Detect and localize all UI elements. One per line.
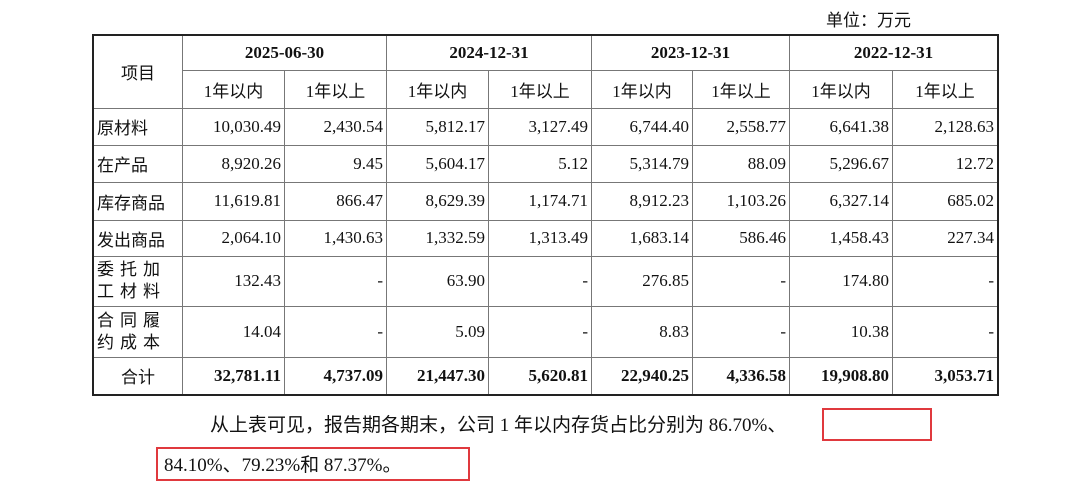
header-sub: 1年以上 (692, 69, 790, 109)
header-period: 2024-12-31 (386, 34, 592, 71)
cell-value: 5.12 (488, 144, 592, 183)
cell-value: 8,629.39 (386, 181, 489, 221)
table-row: 发出商品 2,064.10 1,430.63 1,332.59 1,313.49 1,68… (92, 219, 999, 257)
header-sub: 1年以上 (892, 69, 999, 109)
cell-value: - (488, 305, 592, 358)
row-label: 库存商品 (92, 181, 183, 221)
cell-value: 10.38 (789, 305, 893, 358)
header-sub: 1年以内 (386, 69, 489, 109)
cell-value: 1,683.14 (591, 219, 693, 257)
cell-value: 1,458.43 (789, 219, 893, 257)
cell-value: 1,430.63 (284, 219, 387, 257)
row-label: 委托加工材料 (92, 255, 183, 307)
cell-value: 6,327.14 (789, 181, 893, 221)
header-period: 2022-12-31 (789, 34, 999, 71)
row-label: 发出商品 (92, 219, 183, 257)
cell-value: 8,912.23 (591, 181, 693, 221)
header-sub: 1年以内 (591, 69, 693, 109)
header-item: 项目 (92, 34, 183, 109)
cell-value: 12.72 (892, 144, 999, 183)
header-sub: 1年以上 (284, 69, 387, 109)
cell-value: 2,430.54 (284, 107, 387, 146)
cell-value: 1,174.71 (488, 181, 592, 221)
cell-value: 14.04 (182, 305, 285, 358)
cell-value: 1,332.59 (386, 219, 489, 257)
cell-value: 63.90 (386, 255, 489, 307)
inventory-table: 项目 2025-06-30 2024-12-31 2023-12-31 2022… (92, 34, 999, 396)
table-row: 合同履约成本 14.04-5.09-8.83-10.38- (92, 305, 999, 358)
cell-value: - (692, 305, 790, 358)
table-row: 委托加工材料 132.43-63.90-276.85-174.80- (92, 255, 999, 307)
highlight-box (156, 447, 470, 481)
total-row: 合计 32,781.11 4,737.09 21,447.30 5,620.81 22,9… (92, 356, 999, 396)
paragraph-line-1: 从上表可见，报告期各期末，公司 1 年以内存货占比分别为 86.70%、 (210, 415, 787, 436)
cell-value: 8.83 (591, 305, 693, 358)
cell-value: - (488, 255, 592, 307)
cell-value: 685.02 (892, 181, 999, 221)
cell-value: 227.34 (892, 219, 999, 257)
total-value: 4,737.09 (284, 356, 387, 396)
table-row: 库存商品 11,619.81 866.47 8,629.39 1,174.71 8,912… (92, 181, 999, 221)
cell-value: 6,744.40 (591, 107, 693, 146)
row-label: 在产品 (92, 144, 183, 183)
cell-value: 174.80 (789, 255, 893, 307)
cell-value: 2,064.10 (182, 219, 285, 257)
cell-value: 5,314.79 (591, 144, 693, 183)
cell-value: - (892, 255, 999, 307)
row-label: 原材料 (92, 107, 183, 146)
cell-value: 5,604.17 (386, 144, 489, 183)
cell-value: 2,128.63 (892, 107, 999, 146)
total-value: 3,053.71 (892, 356, 999, 396)
cell-value: 5.09 (386, 305, 489, 358)
header-sub: 1年以内 (789, 69, 893, 109)
cell-value: 11,619.81 (182, 181, 285, 221)
cell-value: - (284, 255, 387, 307)
cell-value: 10,030.49 (182, 107, 285, 146)
cell-value: 9.45 (284, 144, 387, 183)
total-value: 5,620.81 (488, 356, 592, 396)
cell-value: 276.85 (591, 255, 693, 307)
cell-value: 5,812.17 (386, 107, 489, 146)
total-value: 21,447.30 (386, 356, 489, 396)
cell-value: - (892, 305, 999, 358)
cell-value: - (284, 305, 387, 358)
total-value: 22,940.25 (591, 356, 693, 396)
paragraph-line-2: 84.10%、79.23%和 87.37%。 (164, 455, 402, 476)
cell-value: 8,920.26 (182, 144, 285, 183)
header-period: 2023-12-31 (591, 34, 790, 71)
table-row: 原材料 10,030.49 2,430.54 5,812.17 3,127.49 6,74… (92, 107, 999, 146)
total-label: 合计 (92, 356, 183, 396)
cell-value: 5,296.67 (789, 144, 893, 183)
row-label: 合同履约成本 (92, 305, 183, 358)
header-sub: 1年以内 (182, 69, 285, 109)
highlight-box (822, 408, 932, 441)
cell-value: 2,558.77 (692, 107, 790, 146)
unit-label: 单位：万元 (826, 11, 911, 30)
cell-value: 1,103.26 (692, 181, 790, 221)
cell-value: 1,313.49 (488, 219, 592, 257)
header-period: 2025-06-30 (182, 34, 387, 71)
total-value: 4,336.58 (692, 356, 790, 396)
table-row: 在产品 8,920.26 9.45 5,604.17 5.12 5,314.79 88.09… (92, 144, 999, 183)
cell-value: 6,641.38 (789, 107, 893, 146)
cell-value: - (692, 255, 790, 307)
cell-value: 88.09 (692, 144, 790, 183)
cell-value: 3,127.49 (488, 107, 592, 146)
total-value: 19,908.80 (789, 356, 893, 396)
cell-value: 866.47 (284, 181, 387, 221)
cell-value: 586.46 (692, 219, 790, 257)
total-value: 32,781.11 (182, 356, 285, 396)
cell-value: 132.43 (182, 255, 285, 307)
header-sub: 1年以上 (488, 69, 592, 109)
